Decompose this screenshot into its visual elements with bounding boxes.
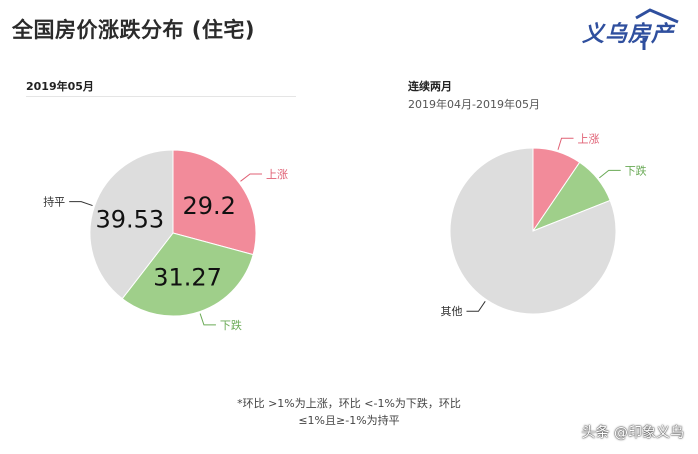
chart-two-months: 连续两月 2019年04月-2019年05月 上涨下跌其他 <box>400 78 690 358</box>
footnote-line-2: ≤1%且≥-1%为持平 <box>298 414 400 427</box>
page-title: 全国房价涨跌分布 (住宅) <box>12 18 256 42</box>
chart-monthly-header: 2019年05月 <box>26 78 296 97</box>
category-label-0: 上涨 <box>578 132 600 145</box>
leader-line-2 <box>466 301 486 312</box>
leader-line-0 <box>557 137 574 150</box>
house-logo-icon <box>635 8 679 50</box>
chart-two-months-subtitle: 2019年04月-2019年05月 <box>408 98 540 111</box>
pie-chart-monthly: 上涨 29.2 下跌 31.27 持平 39.53 <box>43 149 288 332</box>
brand-logo: 义乌房产 <box>578 8 688 52</box>
pie-slice-2 <box>89 149 174 300</box>
pie-slice-0 <box>172 149 257 256</box>
pie-slice-2 <box>449 147 617 315</box>
category-label-0: 上涨 <box>266 168 288 181</box>
data-label-0: 29.2 <box>183 192 236 220</box>
category-label-1: 下跌 <box>625 163 647 177</box>
data-label-2: 39.53 <box>95 205 164 233</box>
leader-line-1 <box>199 313 216 326</box>
chart-monthly: 2019年05月 上涨 29.2 下跌 31.27 持平 39.53 <box>18 78 318 358</box>
leader-line-2 <box>69 201 93 207</box>
leader-line-0 <box>240 173 263 182</box>
logo-text: 义乌房产 <box>582 22 675 47</box>
chart-two-months-title: 连续两月 <box>408 80 452 93</box>
category-label-1: 下跌 <box>220 318 242 332</box>
data-label-1: 31.27 <box>153 263 222 291</box>
footnote: *环比 >1%为上涨，环比 <-1%为下跌，环比 ≤1%且≥-1%为持平 <box>0 395 698 429</box>
leader-line-1 <box>599 169 621 179</box>
watermark: 头条 @印象义乌 <box>581 425 684 441</box>
chart-two-months-header: 连续两月 2019年04月-2019年05月 <box>408 78 540 112</box>
chart-monthly-title: 2019年05月 <box>26 80 94 93</box>
category-label-2: 其他 <box>440 305 462 318</box>
category-label-2: 持平 <box>43 195 65 209</box>
footnote-line-1: *环比 >1%为上涨，环比 <-1%为下跌，环比 <box>237 397 461 410</box>
pie-slice-1 <box>121 232 254 317</box>
